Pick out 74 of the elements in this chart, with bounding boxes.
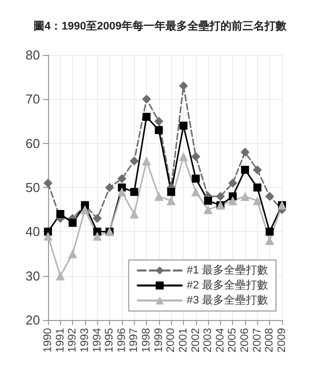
point xyxy=(191,152,200,162)
point xyxy=(252,196,262,206)
point xyxy=(166,196,176,206)
point xyxy=(191,187,200,196)
point xyxy=(105,183,114,192)
point xyxy=(56,271,65,280)
point xyxy=(228,196,238,206)
point xyxy=(44,178,52,188)
point xyxy=(204,196,212,205)
x-tick-label: 1996 xyxy=(116,328,128,352)
x-tick-label: 2008 xyxy=(264,328,276,352)
point xyxy=(240,192,250,201)
x-tick-label: 1999 xyxy=(152,328,165,352)
x-tick-label: 2002 xyxy=(190,328,202,352)
x-tick-label: 1997 xyxy=(128,328,140,352)
y-tick-label: 40 xyxy=(26,224,40,240)
point xyxy=(117,174,126,184)
point xyxy=(266,228,274,236)
x-tick-label: 1993 xyxy=(78,328,91,352)
point xyxy=(68,249,78,258)
y-tick-label: 20 xyxy=(26,312,40,328)
point xyxy=(130,156,139,166)
point xyxy=(178,152,188,162)
point xyxy=(216,192,225,201)
point xyxy=(154,126,163,134)
point xyxy=(178,81,188,90)
y-tick-label: 50 xyxy=(26,180,40,195)
x-tick-label: 1991 xyxy=(54,328,66,352)
point xyxy=(265,192,274,201)
x-tick-label: 1995 xyxy=(104,328,116,352)
point xyxy=(240,148,250,157)
point xyxy=(92,232,102,241)
point xyxy=(167,188,176,196)
legend-label: #2 最多全壘打數 xyxy=(186,280,268,292)
point xyxy=(228,178,238,188)
point xyxy=(252,165,262,174)
point xyxy=(56,210,64,218)
legend-label: #3 最多全壘打數 xyxy=(186,294,268,306)
point xyxy=(92,214,102,223)
point xyxy=(142,156,152,166)
point xyxy=(68,218,77,227)
point xyxy=(179,122,188,130)
point xyxy=(117,187,126,196)
x-tick-label: 2001 xyxy=(177,328,190,352)
legend-label: #1 最多全壘打數 xyxy=(186,264,268,276)
x-tick-label: 2000 xyxy=(165,328,178,352)
x-tick-label: 2003 xyxy=(202,328,214,352)
x-tick-label: 2007 xyxy=(251,328,264,352)
chart-title: 圖4：1990至2009年每一年最多全壘打的前三名打數 xyxy=(33,20,288,32)
point xyxy=(130,210,139,218)
x-tick-label: 1994 xyxy=(91,328,104,352)
y-tick-label: 30 xyxy=(26,268,40,284)
y-tick-label: 80 xyxy=(26,48,40,62)
y-tick-label: 70 xyxy=(26,92,40,107)
x-tick-label: 1992 xyxy=(66,328,79,352)
point xyxy=(253,184,262,192)
x-tick-label: 2009 xyxy=(276,328,288,352)
point xyxy=(154,192,164,201)
point xyxy=(204,205,213,214)
point xyxy=(130,188,138,196)
point xyxy=(142,112,151,121)
x-tick-label: 1998 xyxy=(140,328,153,352)
x-tick-label: 1990 xyxy=(42,328,54,352)
point xyxy=(80,205,90,214)
point xyxy=(192,174,200,183)
y-tick-label: 60 xyxy=(26,136,40,151)
point xyxy=(265,236,274,245)
x-tick-label: 2006 xyxy=(239,328,252,352)
point xyxy=(241,166,250,174)
point xyxy=(154,116,164,126)
x-tick-label: 2005 xyxy=(226,328,239,352)
x-tick-label: 2004 xyxy=(214,328,226,352)
point xyxy=(44,232,52,241)
point xyxy=(142,94,152,104)
